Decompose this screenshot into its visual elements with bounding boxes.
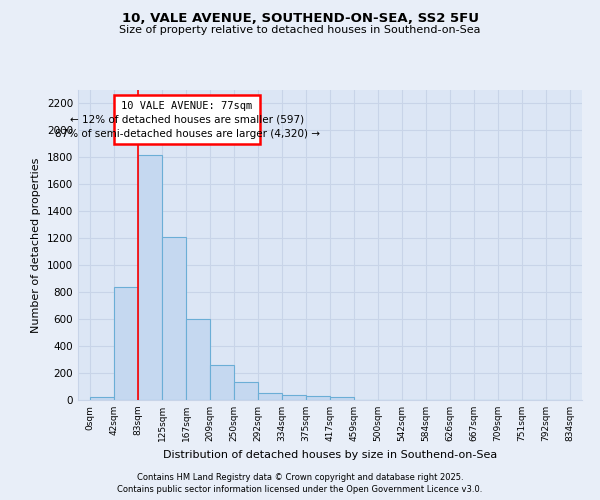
- Bar: [306, 396, 330, 400]
- Bar: [162, 237, 186, 400]
- Text: 10 VALE AVENUE: 77sqm: 10 VALE AVENUE: 77sqm: [121, 101, 253, 111]
- Bar: [282, 394, 307, 400]
- Text: Contains public sector information licensed under the Open Government Licence v3: Contains public sector information licen…: [118, 485, 482, 494]
- Bar: [114, 287, 139, 400]
- Bar: [330, 398, 354, 400]
- Bar: [211, 365, 235, 400]
- Bar: [90, 396, 114, 400]
- Bar: [234, 382, 258, 400]
- Text: 87% of semi-detached houses are larger (4,320) →: 87% of semi-detached houses are larger (…: [55, 129, 320, 139]
- X-axis label: Distribution of detached houses by size in Southend-on-Sea: Distribution of detached houses by size …: [163, 450, 497, 460]
- Y-axis label: Number of detached properties: Number of detached properties: [31, 158, 41, 332]
- Text: Contains HM Land Registry data © Crown copyright and database right 2025.: Contains HM Land Registry data © Crown c…: [137, 472, 463, 482]
- Text: ← 12% of detached houses are smaller (597): ← 12% of detached houses are smaller (59…: [70, 114, 304, 124]
- Bar: [258, 394, 282, 400]
- Bar: [186, 319, 211, 400]
- Text: 10, VALE AVENUE, SOUTHEND-ON-SEA, SS2 5FU: 10, VALE AVENUE, SOUTHEND-ON-SEA, SS2 5F…: [121, 12, 479, 26]
- Bar: [138, 154, 162, 400]
- FancyBboxPatch shape: [114, 96, 260, 144]
- Text: Size of property relative to detached houses in Southend-on-Sea: Size of property relative to detached ho…: [119, 25, 481, 35]
